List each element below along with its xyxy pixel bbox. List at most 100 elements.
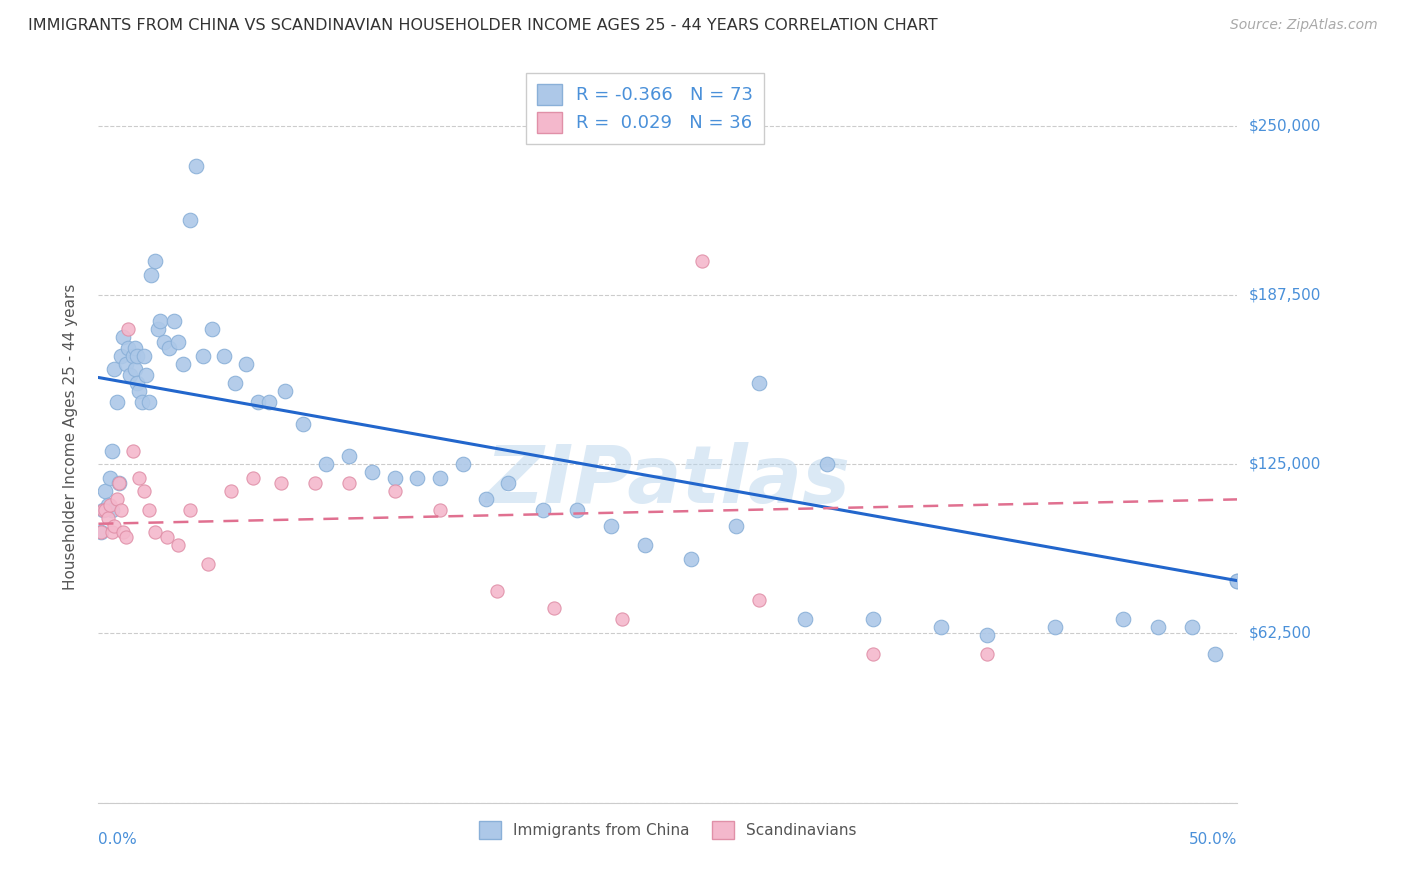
Point [679,552,702,566]
Point [128,384,150,398]
Point [117,322,139,336]
Point [304,476,326,491]
Point [96,511,118,525]
Point [121,349,143,363]
Point [793,611,815,625]
Point [429,503,451,517]
Point [90,524,112,539]
Point [612,611,634,625]
Point [145,254,167,268]
Point [384,471,406,485]
Point [201,322,224,336]
Point [976,647,998,661]
Point [149,313,172,327]
Text: $125,000: $125,000 [1249,457,1320,472]
Text: Source: ZipAtlas.com: Source: ZipAtlas.com [1230,18,1378,32]
Point [1146,620,1168,634]
Point [337,449,360,463]
Point [259,395,281,409]
Point [153,335,176,350]
Point [486,584,509,599]
Point [128,471,150,485]
Point [98,498,121,512]
Point [105,395,128,409]
Point [498,476,520,491]
Y-axis label: Householder Income Ages 25 - 44 years: Householder Income Ages 25 - 44 years [63,284,77,591]
Point [292,417,315,431]
Point [600,519,623,533]
Point [138,395,160,409]
Point [748,376,770,390]
Point [98,471,121,485]
Point [929,620,952,634]
Point [1204,647,1226,661]
Point [103,362,125,376]
Point [167,538,190,552]
Text: 50.0%: 50.0% [1189,832,1237,847]
Point [862,647,884,661]
Point [1226,574,1249,588]
Point [634,538,657,552]
Point [224,376,246,390]
Point [1226,574,1249,588]
Point [725,519,748,533]
Point [543,600,565,615]
Point [406,471,429,485]
Point [1181,620,1204,634]
Point [117,341,139,355]
Point [124,362,146,376]
Point [429,471,451,485]
Text: IMMIGRANTS FROM CHINA VS SCANDINAVIAN HOUSEHOLDER INCOME AGES 25 - 44 YEARS CORR: IMMIGRANTS FROM CHINA VS SCANDINAVIAN HO… [28,18,938,33]
Point [91,503,114,517]
Point [139,268,162,282]
Point [246,395,269,409]
Point [101,524,124,539]
Point [162,313,184,327]
Text: 0.0%: 0.0% [98,832,138,847]
Point [474,492,496,507]
Point [138,503,160,517]
Text: $187,500: $187,500 [1249,287,1320,302]
Point [242,471,264,485]
Point [127,349,149,363]
Point [1112,611,1135,625]
Point [101,503,124,517]
Point [360,465,382,479]
Point [193,349,215,363]
Point [197,558,219,572]
Point [145,524,167,539]
Point [186,159,208,173]
Legend: Immigrants from China, Scandinavians: Immigrants from China, Scandinavians [471,814,865,847]
Point [114,530,136,544]
Point [108,476,131,491]
Point [748,592,770,607]
Text: ZIPatlas: ZIPatlas [485,442,851,520]
Point [219,484,242,499]
Point [337,476,360,491]
Point [274,384,297,398]
Point [1043,620,1066,634]
Point [112,330,135,344]
Point [451,457,474,471]
Point [135,368,157,382]
Text: $62,500: $62,500 [1249,626,1312,641]
Point [157,341,180,355]
Point [384,484,406,499]
Point [531,503,554,517]
Point [179,213,201,227]
Point [235,357,257,371]
Point [91,503,114,517]
Point [110,503,132,517]
Point [132,349,155,363]
Point [976,628,998,642]
Point [179,503,201,517]
Point [96,498,118,512]
Point [270,476,292,491]
Point [127,376,149,390]
Point [112,524,135,539]
Point [105,492,128,507]
Point [94,503,117,517]
Point [120,368,142,382]
Point [146,322,169,336]
Point [212,349,235,363]
